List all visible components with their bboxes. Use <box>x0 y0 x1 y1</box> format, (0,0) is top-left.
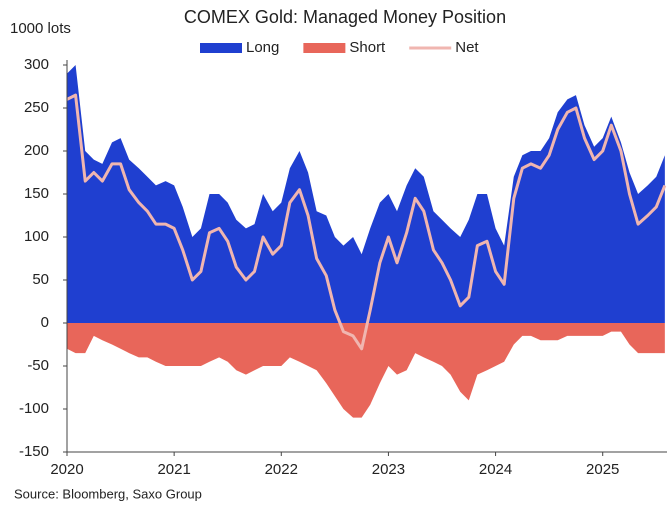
legend-label: Long <box>246 39 279 56</box>
x-tick-label: 2022 <box>265 461 298 478</box>
y-tick-label: 200 <box>24 142 49 159</box>
x-tick-label: 2025 <box>586 461 619 478</box>
x-tick-label: 2024 <box>479 461 512 478</box>
x-tick-label: 2023 <box>372 461 405 478</box>
area-long <box>67 65 665 323</box>
x-tick-label: 2020 <box>50 461 83 478</box>
legend-label: Short <box>349 39 386 56</box>
legend-label: Net <box>455 39 479 56</box>
area-short <box>67 323 665 418</box>
y-tick-label: 150 <box>24 185 49 202</box>
y-tick-label: -50 <box>27 357 49 374</box>
source: Source: Bloomberg, Saxo Group <box>14 486 202 501</box>
line-net <box>66 93 667 351</box>
legend-swatch <box>200 43 242 53</box>
chart-title: COMEX Gold: Managed Money Position <box>184 7 506 27</box>
y-tick-label: -100 <box>19 400 49 417</box>
y-tick-label: 250 <box>24 99 49 116</box>
x-tick-label: 2021 <box>157 461 190 478</box>
y-tick-label: 300 <box>24 56 49 73</box>
y-tick-label: -150 <box>19 443 49 460</box>
y-axis-label: 1000 lots <box>10 20 71 37</box>
y-tick-label: 0 <box>41 314 49 331</box>
y-tick-label: 100 <box>24 228 49 245</box>
y-tick-label: 50 <box>32 271 49 288</box>
legend-swatch <box>303 43 346 53</box>
